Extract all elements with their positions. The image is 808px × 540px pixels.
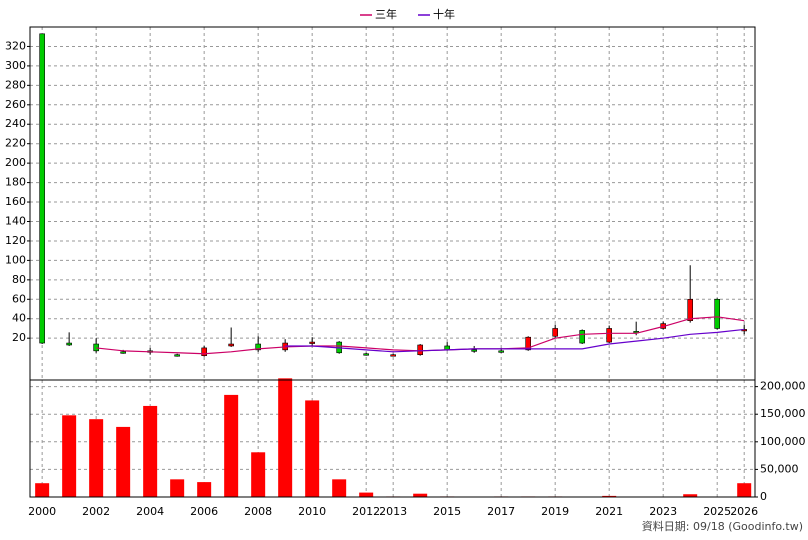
candle-body (498, 350, 504, 353)
candle-body (552, 328, 558, 337)
plot-frame (29, 26, 756, 381)
volume-bar (89, 419, 104, 497)
y-tick-label: 120 (5, 234, 26, 247)
y-tick-label: 220 (5, 137, 26, 150)
volume-bar (116, 426, 131, 497)
y-tick-label: 40 (12, 312, 26, 325)
volume-bar (35, 483, 50, 497)
candle-body (93, 343, 99, 352)
candle-body (39, 33, 45, 344)
x-tick-label: 2010 (298, 505, 326, 518)
x-tick-label: 2015 (433, 505, 461, 518)
x-tick-label: 2026 (730, 505, 758, 518)
candle-body (714, 298, 720, 329)
y-tick-label: 100 (5, 253, 26, 266)
candle-body (309, 341, 315, 344)
candle-body (390, 354, 396, 357)
x-tick-label: 2008 (244, 505, 272, 518)
x-tick-label: 2017 (487, 505, 515, 518)
x-tick-label: 2023 (649, 505, 677, 518)
x-tick-label: 2013 (379, 505, 407, 518)
candle-body (606, 328, 612, 343)
candle-body (525, 336, 531, 351)
y-tick-label: 150,000 (760, 407, 806, 420)
x-tick-label: 2002 (82, 505, 110, 518)
x-tick-label: 2019 (541, 505, 569, 518)
plot-frame (29, 379, 756, 498)
y-tick-label: 180 (5, 176, 26, 189)
y-tick-label: 80 (12, 273, 26, 286)
candle-body (687, 298, 693, 321)
volume-bar (305, 400, 320, 497)
candle-body (579, 330, 585, 344)
x-tick-label: 2025 (703, 505, 731, 518)
legend-label: 三年 (375, 7, 397, 21)
candle-body (471, 349, 477, 352)
y-tick-label: 140 (5, 214, 26, 227)
y-tick-label: 240 (5, 117, 26, 130)
y-tick-label: 160 (5, 195, 26, 208)
x-tick-label: 2004 (136, 505, 164, 518)
y-tick-label: 260 (5, 98, 26, 111)
volume-bar (197, 482, 212, 497)
candle-body (255, 343, 261, 351)
y-tick-label: 280 (5, 78, 26, 91)
candle-body (66, 342, 72, 346)
x-tick-label: 2021 (595, 505, 623, 518)
volume-bar (332, 479, 347, 497)
volume-bar (413, 493, 428, 497)
volume-bar (602, 495, 617, 497)
volume-bar (359, 492, 374, 497)
y-tick-label: 20 (12, 331, 26, 344)
y-tick-label: 0 (760, 490, 767, 503)
candle-body (174, 354, 180, 357)
volume-bar (278, 378, 293, 497)
footer: 資料日期: 09/18 (Goodinfo.tw) (642, 519, 803, 533)
y-tick-label: 60 (12, 292, 26, 305)
y-tick-label: 300 (5, 59, 26, 72)
volume-bar (62, 415, 77, 497)
volume-bar (251, 452, 266, 497)
candle-body (228, 343, 234, 347)
volume-bar (737, 483, 752, 497)
candle-body (120, 351, 126, 354)
y-tick-label: 200,000 (760, 380, 806, 393)
volume-bar (170, 479, 185, 497)
candle-body (363, 353, 369, 356)
volume-bar (143, 405, 158, 497)
candle-body (201, 347, 207, 356)
candle-body (417, 344, 423, 356)
x-tick-label: 2000 (28, 505, 56, 518)
x-tick-label: 2006 (190, 505, 218, 518)
volume-bar (224, 394, 239, 497)
y-tick-label: 320 (5, 39, 26, 52)
legend-label: 十年 (433, 7, 455, 21)
x-tick-label: 2012 (352, 505, 380, 518)
y-tick-label: 200 (5, 156, 26, 169)
volume-bar (683, 494, 698, 497)
y-tick-label: 100,000 (760, 435, 806, 448)
y-tick-label: 50,000 (760, 462, 799, 475)
ma-line (285, 328, 745, 353)
